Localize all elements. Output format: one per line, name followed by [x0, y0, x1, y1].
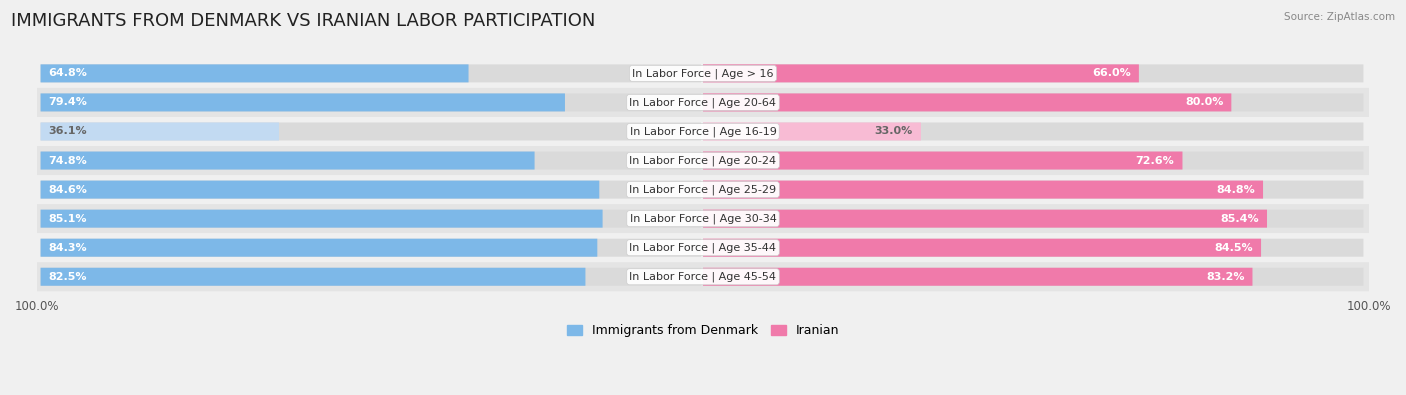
- FancyBboxPatch shape: [703, 152, 1182, 169]
- Text: In Labor Force | Age 20-24: In Labor Force | Age 20-24: [630, 155, 776, 166]
- Text: 82.5%: 82.5%: [49, 272, 87, 282]
- Text: 33.0%: 33.0%: [875, 126, 912, 137]
- FancyBboxPatch shape: [34, 117, 1372, 146]
- Text: 84.6%: 84.6%: [49, 184, 87, 195]
- FancyBboxPatch shape: [41, 210, 603, 228]
- Text: Source: ZipAtlas.com: Source: ZipAtlas.com: [1284, 12, 1395, 22]
- Text: In Labor Force | Age 20-64: In Labor Force | Age 20-64: [630, 97, 776, 108]
- Text: 66.0%: 66.0%: [1092, 68, 1130, 78]
- FancyBboxPatch shape: [703, 94, 1364, 111]
- FancyBboxPatch shape: [34, 262, 1372, 291]
- FancyBboxPatch shape: [41, 122, 278, 141]
- Text: 36.1%: 36.1%: [49, 126, 87, 137]
- FancyBboxPatch shape: [41, 152, 534, 169]
- FancyBboxPatch shape: [41, 94, 702, 111]
- FancyBboxPatch shape: [41, 152, 702, 169]
- FancyBboxPatch shape: [41, 64, 702, 83]
- Text: In Labor Force | Age 35-44: In Labor Force | Age 35-44: [630, 243, 776, 253]
- FancyBboxPatch shape: [703, 239, 1261, 257]
- FancyBboxPatch shape: [34, 204, 1372, 233]
- Text: In Labor Force | Age 16-19: In Labor Force | Age 16-19: [630, 126, 776, 137]
- FancyBboxPatch shape: [703, 181, 1364, 199]
- FancyBboxPatch shape: [703, 122, 1364, 141]
- FancyBboxPatch shape: [703, 64, 1139, 83]
- FancyBboxPatch shape: [703, 210, 1364, 228]
- Text: 80.0%: 80.0%: [1185, 98, 1223, 107]
- FancyBboxPatch shape: [703, 239, 1364, 257]
- FancyBboxPatch shape: [41, 64, 468, 83]
- FancyBboxPatch shape: [41, 122, 702, 141]
- FancyBboxPatch shape: [41, 181, 599, 199]
- FancyBboxPatch shape: [703, 268, 1364, 286]
- Text: In Labor Force | Age 30-34: In Labor Force | Age 30-34: [630, 213, 776, 224]
- FancyBboxPatch shape: [34, 146, 1372, 175]
- Text: 84.8%: 84.8%: [1216, 184, 1256, 195]
- FancyBboxPatch shape: [34, 88, 1372, 117]
- Text: 64.8%: 64.8%: [49, 68, 87, 78]
- Text: 84.5%: 84.5%: [1215, 243, 1253, 253]
- Text: 84.3%: 84.3%: [49, 243, 87, 253]
- Text: In Labor Force | Age 25-29: In Labor Force | Age 25-29: [630, 184, 776, 195]
- FancyBboxPatch shape: [34, 59, 1372, 88]
- Text: In Labor Force | Age > 16: In Labor Force | Age > 16: [633, 68, 773, 79]
- FancyBboxPatch shape: [41, 239, 702, 257]
- Text: In Labor Force | Age 45-54: In Labor Force | Age 45-54: [630, 271, 776, 282]
- Text: 79.4%: 79.4%: [49, 98, 87, 107]
- FancyBboxPatch shape: [41, 210, 702, 228]
- FancyBboxPatch shape: [41, 181, 702, 199]
- Text: 85.1%: 85.1%: [49, 214, 87, 224]
- FancyBboxPatch shape: [703, 268, 1253, 286]
- FancyBboxPatch shape: [703, 210, 1267, 228]
- Text: 74.8%: 74.8%: [49, 156, 87, 166]
- FancyBboxPatch shape: [703, 122, 921, 141]
- Legend: Immigrants from Denmark, Iranian: Immigrants from Denmark, Iranian: [562, 320, 844, 342]
- FancyBboxPatch shape: [34, 175, 1372, 204]
- FancyBboxPatch shape: [703, 64, 1364, 83]
- FancyBboxPatch shape: [41, 94, 565, 111]
- Text: 85.4%: 85.4%: [1220, 214, 1258, 224]
- FancyBboxPatch shape: [703, 94, 1232, 111]
- FancyBboxPatch shape: [41, 239, 598, 257]
- FancyBboxPatch shape: [41, 268, 702, 286]
- FancyBboxPatch shape: [703, 152, 1364, 169]
- Text: 83.2%: 83.2%: [1206, 272, 1244, 282]
- Text: IMMIGRANTS FROM DENMARK VS IRANIAN LABOR PARTICIPATION: IMMIGRANTS FROM DENMARK VS IRANIAN LABOR…: [11, 12, 596, 30]
- FancyBboxPatch shape: [34, 233, 1372, 262]
- FancyBboxPatch shape: [41, 268, 585, 286]
- FancyBboxPatch shape: [703, 181, 1263, 199]
- Text: 72.6%: 72.6%: [1136, 156, 1174, 166]
